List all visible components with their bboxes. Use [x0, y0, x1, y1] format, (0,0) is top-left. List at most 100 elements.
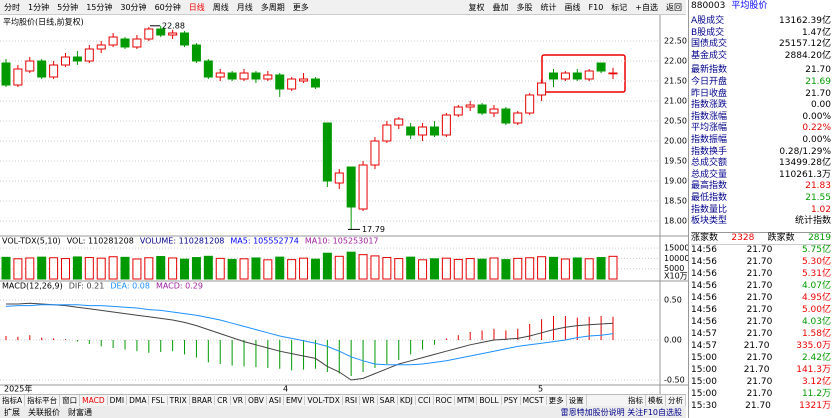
tool-button[interactable]: 统计: [540, 2, 557, 12]
volume-bar: [548, 256, 558, 280]
tab-tool[interactable]: 模板: [646, 395, 666, 406]
candle-body: [584, 70, 594, 80]
stat-value: 13162.39亿: [779, 16, 831, 26]
candle-body: [13, 68, 23, 86]
indicator-tab[interactable]: CCI: [416, 396, 434, 405]
period-tab[interactable]: 月线: [236, 2, 253, 12]
indicator-tab[interactable]: BRAR: [190, 396, 216, 405]
tool-button[interactable]: 返回: [666, 2, 682, 12]
indicator-tab[interactable]: RSI: [343, 396, 361, 405]
indicator-tab[interactable]: OBV: [246, 396, 267, 405]
candle-body: [25, 60, 35, 72]
low-label: 17.79: [362, 225, 385, 234]
candle-body: [180, 32, 190, 46]
volume-bar: [227, 258, 237, 280]
indicator-tab[interactable]: BOLL: [477, 396, 502, 405]
high-label: 22.88: [162, 21, 185, 30]
volume-header: VOL: 110281208: [67, 237, 134, 246]
tool-button[interactable]: F10: [588, 2, 604, 12]
y-tick-label: 19.00: [664, 177, 687, 186]
trade-time: 14:56: [691, 317, 717, 327]
period-tab[interactable]: 日线: [188, 2, 205, 12]
indicator-tab[interactable]: 窗口: [60, 395, 81, 406]
tab-tool[interactable]: 分析: [666, 395, 686, 406]
candle-body: [560, 72, 570, 80]
trade-volume: 141.3万: [796, 365, 831, 375]
trade-row: 14:56 21.70 4.03亿: [691, 317, 831, 328]
tool-button[interactable]: +自选: [635, 2, 658, 12]
stat-value: 21.83: [805, 181, 831, 192]
volume-bar: [108, 256, 118, 280]
stat-value: 13499.28亿: [779, 158, 831, 169]
status-item[interactable]: 财富通: [68, 407, 92, 417]
y-tick-label: 10000: [664, 254, 688, 263]
indicator-tab[interactable]: VOL-TDX: [305, 396, 343, 405]
indicator-tab[interactable]: FSL: [149, 396, 168, 405]
volume-header: MA5: 105552774: [230, 237, 299, 246]
indicator-tab[interactable]: WR: [360, 396, 378, 405]
indicator-tab[interactable]: PSY: [502, 396, 521, 405]
indicator-tab[interactable]: VR: [231, 396, 246, 405]
indicator-tab[interactable]: DMA: [127, 396, 150, 405]
volume-bar: [168, 257, 178, 280]
candle-body: [596, 62, 606, 72]
indicator-tab[interactable]: KDJ: [398, 396, 416, 405]
indicator-tab[interactable]: 指标平台: [25, 395, 61, 406]
volume-bar: [84, 257, 94, 280]
tool-button[interactable]: 复权: [468, 2, 485, 12]
period-tab[interactable]: 1分钟: [28, 2, 50, 12]
volume-bar: [441, 257, 451, 280]
y-tick-label: 19.50: [664, 157, 687, 166]
status-item[interactable]: 扩展: [4, 407, 20, 417]
stat-row: B股成交 1.47亿: [691, 28, 831, 39]
period-tab[interactable]: 60分钟: [154, 2, 181, 12]
period-tab[interactable]: 5分钟: [57, 2, 79, 12]
candle-body: [465, 104, 475, 108]
period-tab[interactable]: 分时: [4, 2, 20, 12]
tool-button[interactable]: 多股: [516, 2, 533, 12]
indicator-tab[interactable]: EMV: [284, 396, 306, 405]
stat-value: 21.55: [805, 193, 831, 203]
indicator-tab[interactable]: ASI: [267, 396, 285, 405]
volume-bar: [537, 256, 547, 280]
indicator-tab[interactable]: MACD: [80, 396, 108, 405]
trade-volume: 11.2万: [801, 389, 831, 399]
stat-label: 指数量比: [691, 204, 728, 215]
tab-tool[interactable]: 指标: [626, 395, 646, 406]
tool-button[interactable]: 画线: [564, 2, 581, 12]
indicator-tab[interactable]: MCST: [521, 396, 547, 405]
indicator-tab[interactable]: 更多: [547, 395, 567, 406]
period-tab[interactable]: 更多: [292, 2, 309, 12]
candle-body: [239, 72, 249, 80]
period-tab[interactable]: 30分钟: [120, 2, 147, 12]
volume-bar: [203, 255, 213, 280]
candle-body: [572, 72, 582, 80]
indicator-tab[interactable]: 指标A: [0, 395, 26, 406]
status-item[interactable]: 关联报价: [28, 407, 60, 417]
macd-header: DEA: 0.08: [110, 282, 150, 291]
trade-price: 21.70: [746, 377, 773, 387]
volume-bar: [358, 254, 368, 280]
tool-button[interactable]: 叠加: [492, 2, 509, 12]
tool-button[interactable]: 标记: [611, 2, 628, 12]
period-tab[interactable]: 多周期: [260, 2, 285, 12]
candle-body: [168, 32, 178, 36]
volume-bar: [608, 255, 618, 280]
indicator-tab[interactable]: MTM: [455, 396, 478, 405]
indicator-tab[interactable]: SAR: [378, 396, 398, 405]
volume-bar: [132, 258, 142, 280]
candle-body: [537, 82, 547, 96]
indicator-tab[interactable]: TRIX: [168, 396, 190, 405]
indicator-tab[interactable]: DMI: [108, 396, 128, 405]
status-text: 雷恩特加股份说明 关注F10自选股: [560, 407, 682, 417]
trade-time: 14:56: [691, 257, 717, 267]
volume-bar: [156, 256, 166, 280]
period-tab[interactable]: 15分钟: [86, 2, 113, 12]
x-axis-label: 5: [538, 385, 543, 394]
indicator-tab[interactable]: ROC: [434, 396, 455, 405]
y-tick-label: 18.50: [664, 197, 687, 206]
trade-price: 21.70: [746, 281, 773, 291]
indicator-tab[interactable]: 设置: [567, 395, 587, 406]
indicator-tab[interactable]: CR: [215, 396, 231, 405]
period-tab[interactable]: 周线: [212, 2, 229, 12]
